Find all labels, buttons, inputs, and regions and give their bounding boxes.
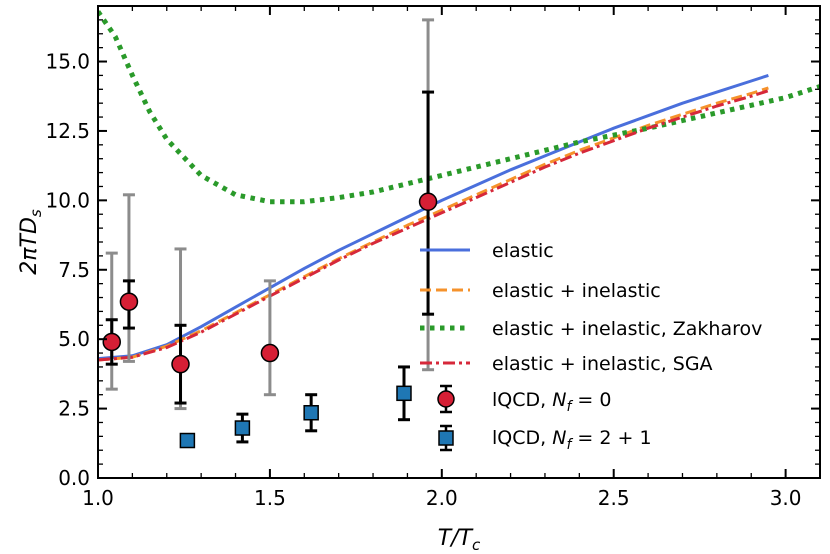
legend-label-elastic: elastic	[492, 240, 554, 262]
y-tick-label: 10.0	[45, 188, 90, 212]
legend-label-elastic-inelastic: elastic + inelastic	[492, 280, 661, 302]
series-line-0	[98, 73, 769, 361]
data-point-square	[303, 405, 319, 421]
series-line-3	[98, 89, 769, 362]
data-point-circle	[418, 192, 438, 211]
legend-entry-sga: elastic + inelastic, SGA	[420, 353, 713, 375]
legend-entry-elastic-inelastic: elastic + inelastic	[420, 280, 661, 302]
x-tick-label: 3.0	[770, 486, 802, 510]
legend-entry-lqcd-nf21: lQCD, Nf = 2 + 1	[438, 424, 652, 453]
y-tick-label: 5.0	[58, 327, 90, 351]
series-line-2	[98, 10, 820, 205]
x-axis-label: T/Tc	[438, 526, 481, 554]
legend-label-lqcd-nf0: lQCD, Nf = 0	[492, 389, 611, 415]
legend-label-sga: elastic + inelastic, SGA	[492, 353, 713, 375]
y-tick-label: 7.5	[58, 258, 90, 282]
legend-marker-square	[438, 430, 454, 446]
data-point-square	[396, 385, 412, 402]
y-tick-label: 15.0	[45, 50, 90, 74]
data-point-square	[234, 420, 251, 436]
plot-frame	[97, 5, 821, 479]
x-tick-label: 2.5	[598, 486, 630, 510]
legend-entry-lqcd-nf0: lQCD, Nf = 0	[437, 384, 611, 415]
legend: elastic elastic + inelastic elastic + in…	[420, 240, 762, 453]
y-axis-label: 2πTDs	[17, 209, 45, 275]
legend-label-zakharov: elastic + inelastic, Zakharov	[492, 318, 762, 340]
lines-layer	[98, 10, 820, 362]
data-point-circle	[119, 292, 139, 311]
data-point-circle	[171, 354, 190, 374]
legend-label-lqcd-nf21: lQCD, Nf = 2 + 1	[492, 427, 652, 453]
legend-entry-elastic: elastic	[420, 240, 554, 262]
data-point-circle	[260, 343, 280, 363]
y-tick-label: 0.0	[58, 466, 90, 490]
ticks-layer: 1.0 1.5 2.0 2.5 3.0 0.0 2.5 5.0 7.5 10.0 12.5 15.0	[45, 5, 821, 510]
legend-entry-zakharov: elastic + inelastic, Zakharov	[420, 318, 762, 340]
y-tick-label: 12.5	[45, 119, 90, 143]
legend-marker-circle	[437, 390, 455, 408]
x-tick-label: 1.0	[82, 486, 114, 510]
data-point-circle	[102, 332, 122, 352]
x-tick-label: 1.5	[254, 486, 286, 510]
y-tick-label: 2.5	[58, 397, 90, 421]
scatter-layer	[102, 18, 438, 449]
data-point-square	[179, 432, 196, 449]
x-tick-label: 2.0	[426, 486, 458, 510]
